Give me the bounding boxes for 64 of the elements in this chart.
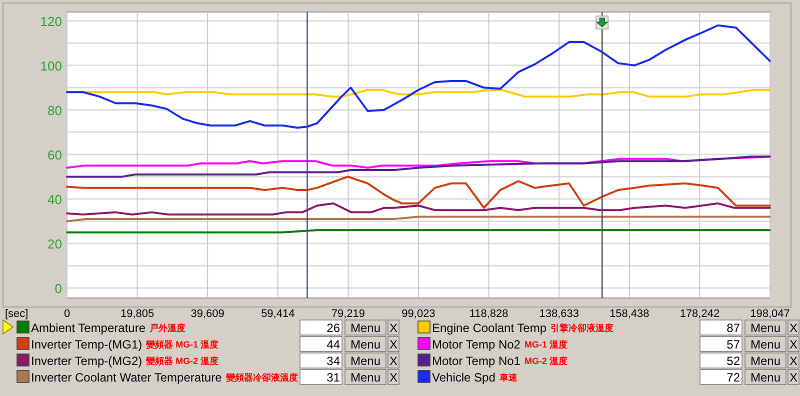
text: 變頻器冷卻液溫度: [226, 372, 298, 382]
legend-label: Engine Coolant Temp: [432, 321, 547, 335]
text: Menu: [350, 354, 381, 368]
text: X: [389, 354, 398, 368]
text: 26: [326, 321, 340, 335]
text: X: [389, 370, 398, 384]
text: Menu: [750, 370, 781, 384]
text: X: [789, 338, 798, 352]
x-tick-label: 79,219: [331, 308, 366, 320]
y-tick-label: 60: [48, 147, 62, 162]
x-tick-label: 138,633: [539, 308, 579, 320]
text: X: [789, 321, 798, 335]
y-tick-label: 120: [40, 14, 62, 29]
text: MG-2 溫度: [524, 356, 568, 366]
text: X: [789, 370, 798, 384]
text: Menu: [750, 354, 781, 368]
legend-label: Inverter Temp-(MG1): [31, 338, 142, 352]
legend-label: Inverter Coolant Water Temperature: [31, 370, 222, 384]
line-series: [66, 202, 771, 216]
line-series: [66, 24, 771, 129]
legend-label: Vehicle Spd: [432, 370, 496, 384]
text: 變頻器 MG-2 溫度: [146, 356, 219, 366]
legend-label: Motor Temp No1: [432, 354, 521, 368]
text: 車速: [498, 372, 518, 382]
text: 變頻器 MG-1 溫度: [146, 340, 219, 350]
line-series: [66, 156, 771, 178]
line-series: [66, 156, 771, 169]
text: 戸外溫度: [148, 323, 186, 333]
x-tick-label: 19,805: [120, 308, 154, 320]
text: 34: [326, 354, 340, 368]
text: Menu: [350, 338, 381, 352]
text: 31: [326, 370, 340, 384]
text: X: [389, 338, 398, 352]
text: 57: [726, 338, 740, 352]
text: 引擎冷卻液溫度: [550, 323, 614, 333]
x-axis-title: [sec]: [5, 308, 28, 320]
legend-label: Inverter Temp-(MG2): [31, 354, 142, 368]
text: 72: [726, 370, 740, 384]
y-tick-label: 20: [48, 236, 62, 252]
y-tick-label: 0: [54, 280, 62, 296]
text: Menu: [350, 321, 381, 335]
text: X: [389, 321, 398, 335]
text: 44: [326, 338, 340, 352]
x-tick-label: 59,414: [261, 308, 295, 320]
y-tick-label: 40: [48, 192, 62, 207]
text: Menu: [750, 321, 781, 335]
legend-label: Motor Temp No2: [432, 338, 521, 352]
line-series: [66, 176, 771, 209]
text: Menu: [750, 338, 781, 352]
x-tick-label: 198,047: [750, 308, 790, 320]
x-tick-label: 178,242: [680, 308, 720, 320]
text: Menu: [350, 370, 381, 384]
y-tick-label: 80: [48, 102, 62, 118]
text: 52: [726, 354, 740, 368]
text: MG-1 溫度: [524, 340, 568, 350]
x-tick-label: 118,828: [469, 308, 508, 320]
x-tick-label: 99,023: [402, 308, 436, 320]
legend-label: Ambient Temperature: [31, 321, 146, 335]
text: X: [789, 354, 798, 368]
text: 87: [726, 321, 740, 335]
x-tick-label: 158,438: [610, 308, 650, 320]
x-tick-label: 0: [64, 308, 70, 320]
y-tick-label: 100: [40, 58, 62, 74]
x-tick-label: 39,609: [190, 308, 224, 320]
